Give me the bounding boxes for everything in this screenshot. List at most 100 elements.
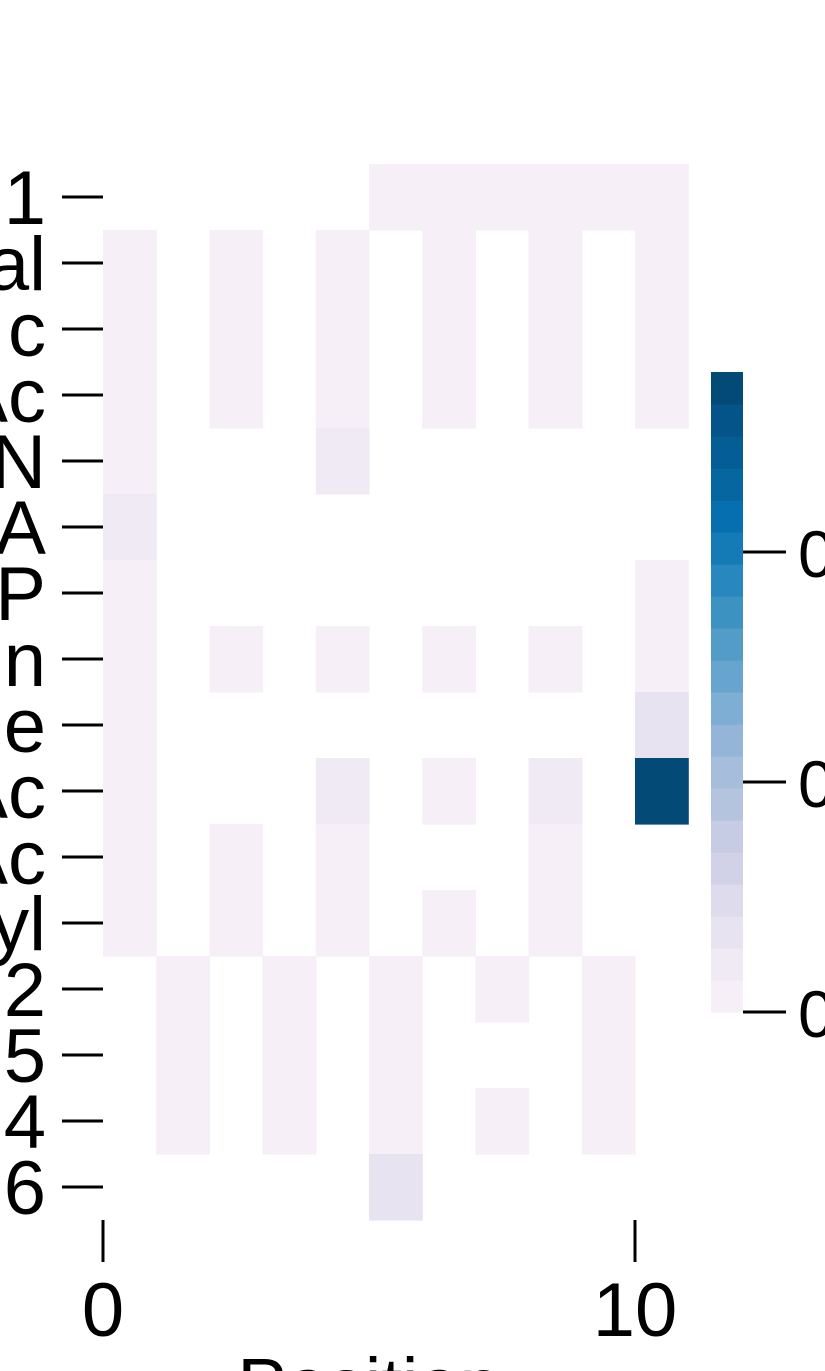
heatmap-cell (422, 362, 476, 429)
heatmap-cell (528, 296, 583, 363)
heatmap-cell (528, 758, 583, 825)
heatmap-cell (209, 824, 264, 891)
heatmap-cell (422, 626, 476, 693)
heatmap-cell (635, 626, 689, 693)
heatmap-cell (581, 956, 636, 1023)
heatmap-cell (209, 890, 264, 957)
x-axis: 0 10 (82, 1220, 677, 1353)
y-tick-label: e (4, 684, 46, 769)
heatmap-cell (369, 1022, 423, 1089)
heatmap-cell (103, 824, 157, 891)
heatmap-cell (262, 1088, 317, 1155)
y-tick-label: 2 (4, 948, 46, 1033)
y-tick-label: 6 (4, 1146, 46, 1231)
heatmap-cell (635, 230, 689, 297)
heatmap-cell (528, 626, 583, 693)
heatmap-cell (103, 626, 157, 693)
heatmap-cell (528, 362, 583, 429)
heatmap-cell (156, 1088, 210, 1155)
x-tick-label: 10 (593, 1268, 678, 1353)
colorbar-segment (711, 532, 743, 565)
heatmap-cell (315, 428, 370, 495)
heatmap-cell (103, 362, 157, 429)
heatmap-cell (103, 692, 157, 759)
heatmap-cell (475, 956, 530, 1023)
heatmap-cell (635, 692, 689, 759)
y-tick-label: 5 (4, 1014, 46, 1099)
heatmap-cell (635, 164, 689, 231)
colorbar-segment (711, 692, 743, 725)
heatmap-cell (103, 890, 157, 957)
colorbar: 0 0 0 (711, 372, 825, 1051)
colorbar-segment (711, 468, 743, 501)
colorbar-segment (711, 756, 743, 789)
heatmap-cell (315, 362, 370, 429)
y-axis: 1alcAcNAPneAcAcyl2546 (0, 156, 103, 1231)
colorbar-segment (711, 372, 743, 405)
y-tick-label: A (0, 486, 46, 571)
y-tick-label: Ac (0, 750, 46, 835)
colorbar-segment (711, 884, 743, 917)
heatmap-cell (369, 1154, 423, 1221)
heatmap-cell (369, 1088, 423, 1155)
colorbar-segment (711, 404, 743, 437)
y-tick-label: N (0, 420, 46, 505)
y-tick-label: 1 (4, 156, 46, 241)
colorbar-segment (711, 916, 743, 949)
y-tick-label: Ac (0, 354, 46, 439)
heatmap-cell (209, 296, 264, 363)
heatmap-cell (103, 428, 157, 495)
colorbar-segment (711, 788, 743, 821)
heatmap-cell (103, 494, 157, 561)
heatmap-cell (635, 362, 689, 429)
heatmap-cell (422, 890, 476, 957)
heatmap-cell (528, 164, 583, 231)
heatmap-cell (103, 230, 157, 297)
heatmap-cell (315, 824, 370, 891)
heatmap-cell (475, 1088, 530, 1155)
y-tick-label: yl (0, 882, 46, 967)
heatmap-cell (475, 164, 530, 231)
heatmap-cell (103, 560, 157, 627)
heatmap-cell (262, 956, 317, 1023)
x-tick-label: 0 (82, 1268, 124, 1353)
heatmap-cell (581, 1022, 636, 1089)
heatmap-cell (635, 560, 689, 627)
heatmap-cell (369, 164, 423, 231)
heatmap-cell (103, 758, 157, 825)
heatmap-cell (315, 890, 370, 957)
heatmap-cell (422, 230, 476, 297)
y-tick-label: Ac (0, 816, 46, 901)
heatmap-cell (209, 626, 264, 693)
colorbar-segment (711, 564, 743, 597)
y-tick-label: 4 (4, 1080, 46, 1165)
colorbar-segment (711, 820, 743, 853)
heatmap-cell (422, 164, 476, 231)
heatmap-cell (422, 296, 476, 363)
heatmap-cell (156, 1022, 210, 1089)
heatmap-cell (635, 296, 689, 363)
heatmap-cell (209, 230, 264, 297)
colorbar-tick-label: 0 (798, 977, 825, 1051)
heatmap-cell (369, 956, 423, 1023)
heatmap-cells (103, 164, 689, 1221)
colorbar-segment (711, 852, 743, 885)
heatmap-cell (635, 758, 689, 825)
colorbar-segment (711, 724, 743, 757)
colorbar-segment (711, 948, 743, 981)
heatmap-cell (528, 824, 583, 891)
x-axis-label: Position (237, 1343, 500, 1371)
heatmap-cell (103, 296, 157, 363)
heatmap-cell (528, 230, 583, 297)
heatmap-cell (315, 230, 370, 297)
colorbar-segment (711, 500, 743, 533)
y-tick-label: c (8, 288, 46, 373)
colorbar-segment (711, 980, 743, 1013)
colorbar-tick-label: 0 (798, 517, 825, 591)
heatmap-cell (262, 1022, 317, 1089)
colorbar-segment (711, 628, 743, 661)
heatmap-cell (315, 626, 370, 693)
heatmap-cell (315, 296, 370, 363)
